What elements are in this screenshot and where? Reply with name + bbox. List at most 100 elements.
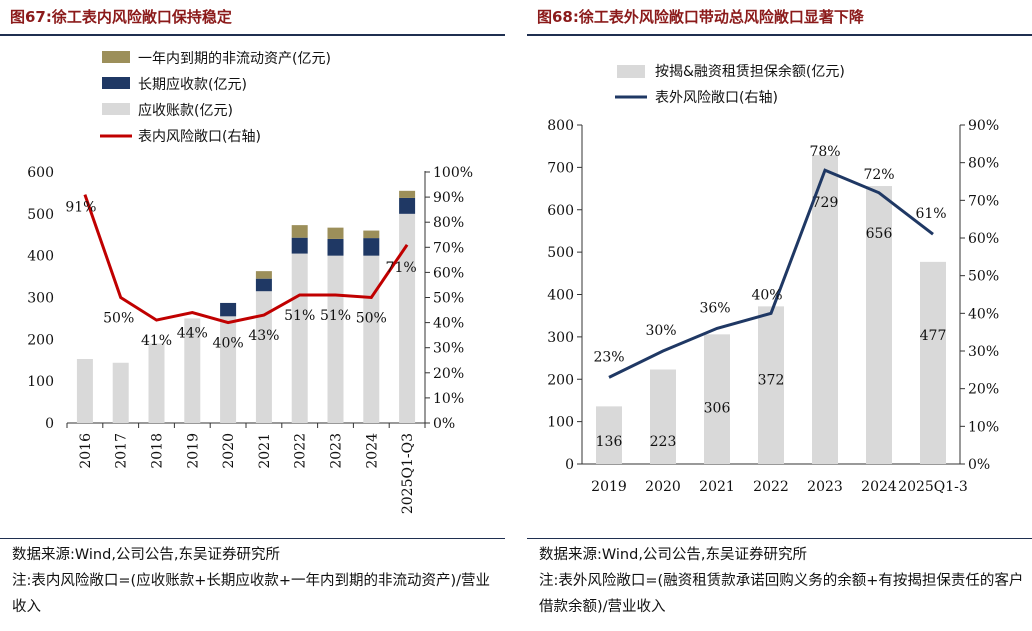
line-data-label: 51%: [320, 308, 351, 324]
x-tick-label: 2025Q1-3: [898, 479, 968, 495]
y-tick-label: 500: [547, 245, 574, 261]
x-tick-label: 2024: [861, 479, 897, 495]
y-tick-label: 0: [565, 457, 574, 473]
legend-label: 应收账款(亿元): [138, 102, 233, 119]
risk-line: [608, 168, 934, 379]
line-data-label: 50%: [356, 311, 387, 327]
right-chart-svg: 按揭&融资租赁担保余额(亿元) 表外风险敞口(右轴) 0 100 200 300 400 50…: [547, 63, 999, 495]
line-data-label: 30%: [645, 323, 676, 339]
x-tick-label: 2024: [364, 433, 380, 469]
y2-tick-label: 90%: [968, 118, 999, 134]
bar-data-label: 223: [650, 434, 677, 450]
left-chart-svg: 一年内到期的非流动资产(亿元) 长期应收款(亿元) 应收账款(亿元) 表内风险敞口(右…: [27, 51, 473, 514]
line-data-label: 40%: [751, 287, 782, 303]
line-data-label: 36%: [699, 300, 730, 316]
bar-segment: [184, 318, 201, 423]
right-note-text: 注:表外风险敞口=(融资租赁款承诺回购义务的余额+有按揭担保责任的客户借款余额)…: [539, 573, 1024, 615]
line-data-label: 40%: [213, 336, 244, 352]
y2-tick-label: 0%: [968, 457, 990, 473]
x-tick-label: 2020: [645, 479, 681, 495]
right-bottom-rule: [527, 538, 1032, 539]
x-tick-label: 2022: [753, 479, 789, 495]
legend-swatch: [102, 77, 130, 89]
bar-segment: [399, 197, 416, 214]
left-chart-panel: 图67:徐工表内风险敞口保持稳定 一年内到期的非流动资产(亿元) 长期应收款(亿元…: [0, 0, 505, 631]
x-tick-label: 2022: [293, 433, 309, 469]
bar-segment: [220, 302, 237, 317]
x-tick-label: 2016: [78, 433, 94, 469]
line-data-label: 61%: [915, 206, 946, 222]
y2-tick-label: 100%: [433, 165, 473, 181]
bar-segment: [255, 271, 272, 279]
bar-segment: [291, 225, 308, 238]
y2-tick-label: 80%: [433, 215, 464, 231]
x-tick-label: 2021: [699, 479, 735, 495]
bar-segment: [363, 238, 380, 256]
bar-segment: [112, 362, 129, 423]
line-data-label: 41%: [141, 333, 172, 349]
y2-tick-label: 10%: [433, 391, 464, 407]
y2-tick-label: 0%: [433, 416, 455, 432]
legend-label: 表外风险敞口(右轴): [655, 90, 778, 106]
left-figure-title: 图67:徐工表内风险敞口保持稳定: [10, 8, 232, 26]
y2-tick-label: 50%: [968, 269, 999, 285]
bar-segment: [291, 253, 308, 423]
bar-segment: [255, 291, 272, 423]
y-tick-label: 500: [27, 207, 54, 223]
bar-data-label: 477: [920, 328, 947, 344]
bar-segment: [327, 227, 344, 239]
x-tick-label: 2020: [221, 433, 237, 469]
y-tick-label: 400: [547, 288, 574, 304]
left-bottom-rule: [0, 538, 505, 539]
legend-swatch: [102, 51, 130, 63]
right-chart-panel: 图68:徐工表外风险敞口带动总风险敞口显著下降 按揭&融资租赁担保余额(亿元) 表…: [527, 0, 1032, 631]
x-tick-label: 2019: [591, 479, 627, 495]
legend-swatch: [617, 65, 645, 78]
x-tick-label: 2018: [150, 433, 166, 469]
bar-data-label: 656: [866, 226, 893, 242]
x-tick-label: 2023: [329, 433, 345, 469]
bar-segment: [327, 238, 344, 256]
bar: [704, 334, 730, 464]
bar-data-label: 729: [812, 195, 839, 211]
legend-swatch: [102, 103, 130, 115]
bar-segment: [291, 237, 308, 254]
y2-tick-label: 50%: [433, 291, 464, 307]
line-data-label: 44%: [177, 326, 208, 342]
bar: [812, 155, 838, 464]
y-tick-label: 400: [27, 249, 54, 265]
y-tick-label: 300: [547, 330, 574, 346]
y2-tick-label: 60%: [968, 231, 999, 247]
y2-tick-label: 30%: [968, 344, 999, 360]
bar-segment: [76, 358, 93, 423]
left-note-text: 注:表内风险敞口=(应收账款+长期应收款+一年内到期的非流动资产)/营业收入: [12, 573, 491, 615]
line-data-label: 78%: [809, 144, 840, 160]
right-top-rule: [527, 34, 1032, 36]
bar-data-label: 306: [704, 400, 731, 416]
right-figure-title: 图68:徐工表外风险敞口带动总风险敞口显著下降: [537, 8, 864, 26]
bar-segment: [327, 255, 344, 423]
x-tick-label: 2021: [257, 433, 273, 469]
legend-label: 一年内到期的非流动资产(亿元): [138, 51, 331, 67]
legend-label: 按揭&融资租赁担保余额(亿元): [655, 63, 845, 80]
y2-tick-label: 40%: [433, 316, 464, 332]
bar-segment: [363, 255, 380, 423]
left-source-text: 数据来源:Wind,公司公告,东吴证券研究所: [12, 547, 281, 563]
y2-tick-label: 20%: [968, 382, 999, 398]
bar-segment: [220, 316, 237, 423]
bar: [920, 261, 946, 464]
y-tick-label: 100: [547, 415, 574, 431]
y-tick-label: 200: [547, 372, 574, 388]
legend-label: 长期应收款(亿元): [138, 76, 247, 93]
bar: [596, 406, 622, 464]
line-data-label: 51%: [284, 308, 315, 324]
y-tick-label: 700: [547, 160, 574, 176]
risk-line: [83, 194, 409, 325]
y2-tick-label: 60%: [433, 265, 464, 281]
bar-segment: [363, 230, 380, 239]
y-tick-label: 100: [27, 374, 54, 390]
line-data-label: 72%: [863, 167, 894, 183]
bar-segment: [255, 278, 272, 292]
bar-segment: [399, 190, 416, 198]
right-source-text: 数据来源:Wind,公司公告,东吴证券研究所: [539, 547, 808, 563]
